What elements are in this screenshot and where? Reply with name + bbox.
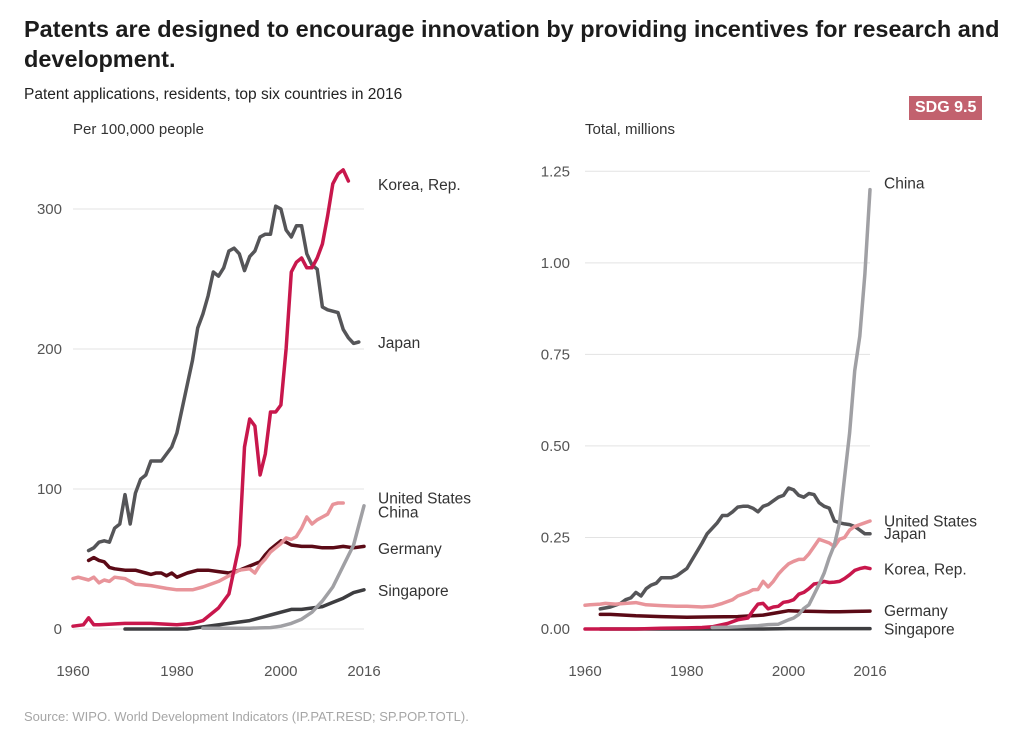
chart-subtitle: Patent applications, residents, top six … [24,86,403,103]
y-tick-label: 200 [37,341,62,358]
series-label-germany: Germany [884,603,948,620]
series-label-singapore: Singapore [884,621,955,638]
series-label-singapore: Singapore [378,583,449,600]
x-tick-label: 2016 [853,663,886,680]
series-label-korea-rep: Korea, Rep. [884,562,967,579]
series-label-united-states: United States [884,513,977,530]
series-label-japan: Japan [378,335,420,352]
y-tick-label: 1.00 [541,255,570,272]
x-tick-label: 1960 [568,663,601,680]
y-tick-label: 100 [37,481,62,498]
chart-title: Patents are designed to encourage innova… [24,16,1000,72]
series-label-china: China [884,175,925,192]
y-tick-label: 0 [54,621,62,638]
series-line-china [710,187,872,630]
x-tick-label: 1960 [56,663,89,680]
y-tick-label: 0.00 [541,621,570,638]
x-tick-label: 2000 [264,663,297,680]
y-axis-title: Per 100,000 people [73,121,204,138]
series-label-united-states: United States [378,490,471,507]
source-note: Source: WIPO. World Development Indicato… [24,709,469,724]
y-axis-title: Total, millions [585,121,675,138]
x-tick-label: 1980 [160,663,193,680]
y-tick-label: 1.25 [541,163,570,180]
y-tick-label: 0.50 [541,438,570,455]
series-line-japan [86,204,361,553]
series-line-germany [598,608,872,620]
series-line-germany [86,539,366,579]
sdg-badge: SDG 9.5 [909,96,983,120]
series-line-korea-rep [583,565,872,631]
series-line-korea-rep [71,168,351,628]
y-tick-label: 0.25 [541,529,570,546]
series-label-china: China [378,504,419,521]
series-line-singapore [123,588,366,631]
series-label-japan: Japan [884,526,926,543]
x-tick-label: 2000 [772,663,805,680]
series-label-korea-rep: Korea, Rep. [378,177,461,194]
series-label-germany: Germany [378,541,442,558]
series-line-united-states [71,501,345,592]
x-tick-label: 2016 [347,663,380,680]
x-tick-label: 1980 [670,663,703,680]
y-tick-label: 300 [37,201,62,218]
series-line-japan [598,486,872,611]
series-line-china [201,504,366,631]
y-tick-label: 0.75 [541,346,570,363]
